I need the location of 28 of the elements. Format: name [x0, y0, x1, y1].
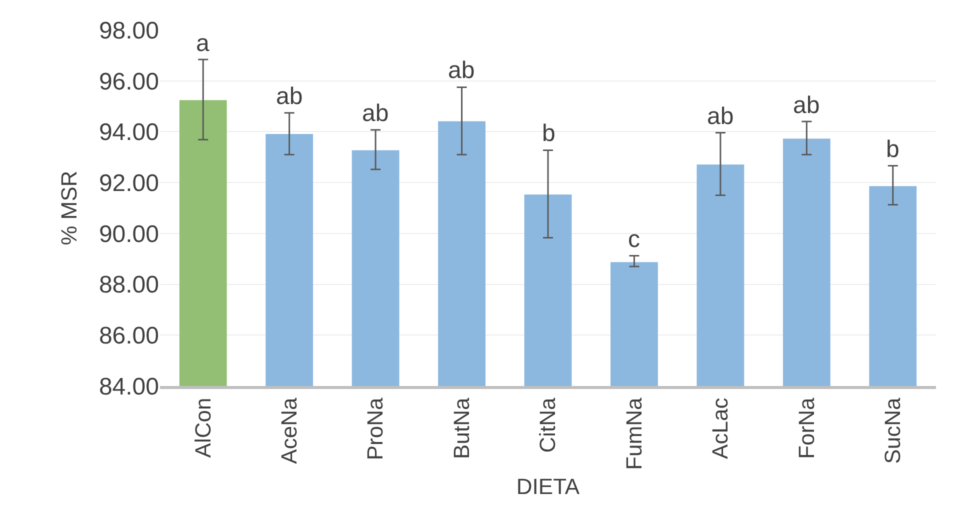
y-tick-label: 98.00 — [98, 17, 159, 44]
y-tick-label: 88.00 — [98, 272, 159, 299]
annotation: ab — [362, 100, 389, 127]
x-tick-label: FumNa — [621, 397, 646, 470]
x-tick-label: AlCon — [190, 398, 216, 458]
annotation: c — [628, 226, 640, 253]
x-tick-label: AcLac — [708, 398, 733, 459]
annotation: ab — [448, 57, 475, 84]
x-tick-label: AceNa — [276, 397, 302, 464]
annotation: ab — [276, 83, 303, 110]
annotation: ab — [793, 92, 820, 119]
x-tick-label: CitNa — [535, 397, 560, 453]
y-axis-title: % MSR — [56, 170, 82, 246]
y-tick-label: 96.00 — [98, 68, 159, 96]
y-tick-label: 92.00 — [98, 170, 159, 197]
annotation: b — [886, 136, 900, 163]
y-tick-label: 84.00 — [98, 373, 159, 400]
x-tick-label: ButNa — [448, 397, 474, 459]
x-tick-label: ForNa — [794, 397, 819, 459]
annotation: b — [542, 120, 556, 147]
y-tick-label: 86.00 — [98, 322, 159, 350]
annotation: ab — [707, 103, 734, 130]
y-tick-label: 90.00 — [98, 220, 159, 248]
x-tick-label: SucNa — [880, 397, 906, 464]
x-axis-title: DIETA — [516, 474, 580, 499]
annotation: a — [196, 30, 210, 57]
y-tick-label: 94.00 — [98, 119, 159, 146]
x-tick-label: ProNa — [362, 397, 388, 460]
